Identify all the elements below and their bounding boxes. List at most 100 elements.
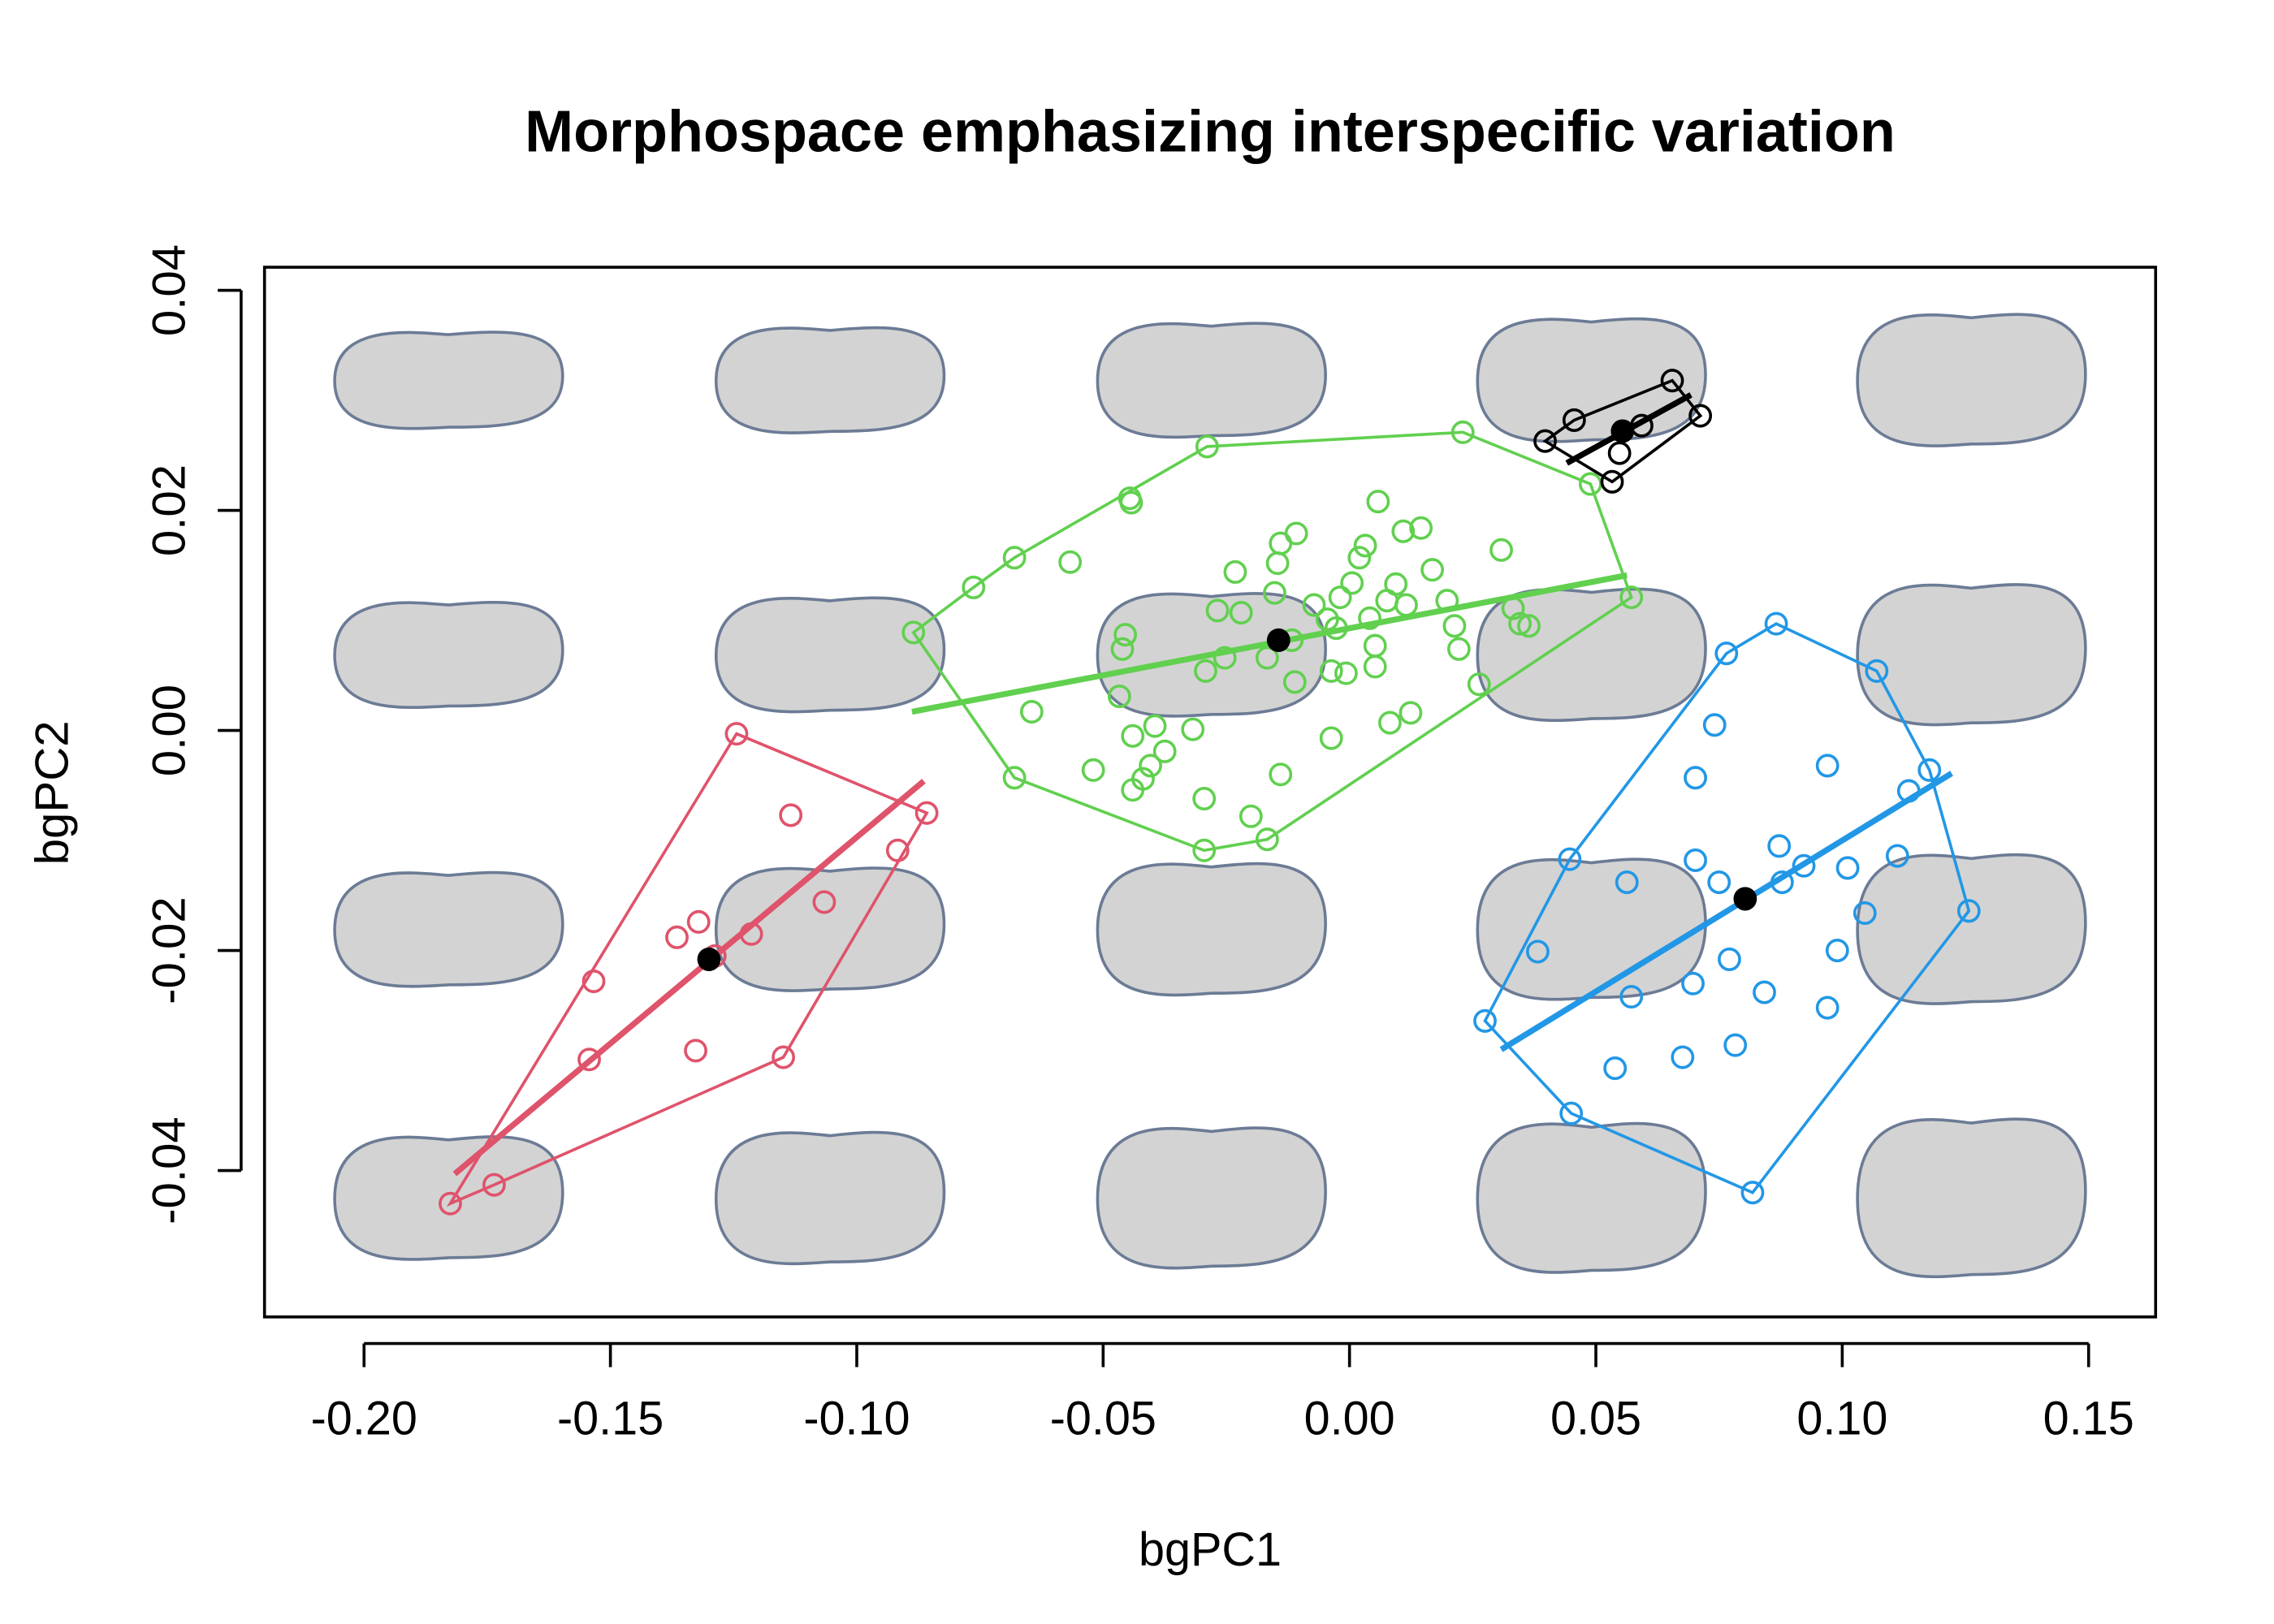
point <box>1815 754 1840 778</box>
point <box>1702 713 1727 737</box>
point <box>1263 581 1286 605</box>
point <box>1420 558 1444 582</box>
y-axis-label: bgPC2 <box>27 720 79 865</box>
group-mean <box>697 947 721 971</box>
point <box>1223 559 1247 584</box>
point <box>1081 758 1105 782</box>
point <box>1358 606 1381 630</box>
point <box>1792 853 1816 878</box>
point <box>581 969 606 994</box>
point <box>1885 844 1909 868</box>
point <box>1473 1009 1497 1033</box>
point <box>1450 420 1475 444</box>
regression-line <box>452 779 926 1177</box>
point <box>1619 585 1644 610</box>
point <box>1194 659 1217 683</box>
point <box>1195 434 1219 459</box>
x-tick-label: 0.10 <box>1796 1393 1887 1445</box>
point <box>1213 646 1237 670</box>
point <box>1467 672 1491 697</box>
point <box>812 890 837 914</box>
point <box>1688 404 1713 428</box>
regression-line <box>1499 771 1953 1052</box>
point <box>1328 585 1352 610</box>
point <box>1107 685 1131 709</box>
x-tick-label: -0.05 <box>1050 1393 1156 1445</box>
x-tick-label: 0.05 <box>1550 1393 1641 1445</box>
point <box>1239 804 1263 828</box>
point <box>901 620 926 645</box>
point <box>1255 827 1279 852</box>
point <box>914 801 939 825</box>
outline-shape <box>1096 862 1327 997</box>
point <box>1718 947 1741 971</box>
point <box>1533 429 1557 453</box>
point <box>1517 614 1541 638</box>
outline-shape <box>333 1135 564 1261</box>
point <box>1347 546 1372 570</box>
outline-shape <box>1856 313 2087 447</box>
point <box>885 838 910 862</box>
point <box>1143 714 1167 738</box>
point <box>439 1191 462 1216</box>
point <box>1442 614 1467 638</box>
hull <box>1483 622 1971 1194</box>
point <box>1815 996 1840 1020</box>
x-tick-label: -0.15 <box>557 1393 664 1445</box>
point <box>1603 1056 1628 1081</box>
point <box>1384 572 1408 596</box>
point <box>1269 762 1293 787</box>
outline-shape <box>1856 853 2087 1005</box>
point <box>1205 598 1230 623</box>
point <box>1255 646 1279 670</box>
point <box>1019 699 1044 724</box>
x-tick-label: -0.10 <box>803 1393 910 1445</box>
outline-shape <box>1096 322 1327 439</box>
point <box>1181 717 1205 741</box>
point <box>1334 661 1358 685</box>
point <box>1139 754 1162 778</box>
point <box>1353 533 1377 558</box>
x-tick-label: 0.15 <box>2043 1393 2134 1445</box>
outline-shape <box>1856 1117 2087 1279</box>
outline-shape <box>1476 857 1707 1001</box>
point <box>1671 1045 1695 1069</box>
point <box>1681 971 1705 996</box>
point <box>686 909 711 934</box>
outline-shape <box>714 326 946 434</box>
point <box>1265 551 1290 576</box>
point <box>1526 939 1550 964</box>
point <box>1192 787 1217 811</box>
point <box>1825 939 1849 963</box>
point <box>1229 601 1253 625</box>
outline-shape <box>714 866 946 992</box>
point <box>1319 726 1343 750</box>
outline-shape <box>714 1130 946 1266</box>
point <box>1767 834 1792 858</box>
point <box>1619 984 1644 1009</box>
point <box>779 803 803 827</box>
hull <box>446 732 929 1207</box>
y-tick-label: 0.02 <box>144 464 196 556</box>
point <box>1058 550 1083 574</box>
group-mean <box>1733 887 1757 911</box>
point <box>1340 571 1364 595</box>
group-mean <box>1610 419 1635 443</box>
y-tick-label: 0.04 <box>144 244 196 336</box>
point <box>1399 701 1423 725</box>
point <box>1446 637 1471 661</box>
point <box>1284 521 1308 546</box>
outline-shape <box>1096 1126 1327 1270</box>
point <box>1607 441 1632 465</box>
point <box>1192 838 1217 862</box>
outline-shape <box>1476 587 1707 723</box>
point <box>482 1173 506 1197</box>
point <box>1615 870 1639 895</box>
point <box>1865 659 1889 683</box>
point <box>1110 637 1135 661</box>
y-tick-label: -0.02 <box>144 896 196 1004</box>
point <box>1409 516 1433 540</box>
point <box>1152 739 1177 763</box>
